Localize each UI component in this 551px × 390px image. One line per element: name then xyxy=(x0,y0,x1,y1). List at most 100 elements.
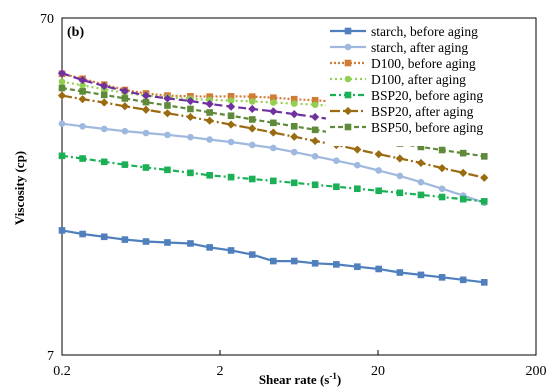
data-point xyxy=(206,136,213,143)
axis-ticks: 0.2 2 20 200 7 70 xyxy=(40,12,547,379)
data-point xyxy=(206,109,213,116)
data-point xyxy=(354,161,361,169)
data-point xyxy=(121,236,129,243)
data-point xyxy=(417,143,425,151)
series-1 xyxy=(58,227,488,286)
data-point xyxy=(480,173,489,182)
data-point xyxy=(438,193,446,201)
data-point xyxy=(375,187,382,195)
legend-swatch-marker xyxy=(344,123,352,131)
legend-swatch-marker xyxy=(344,91,352,99)
data-point xyxy=(270,177,277,185)
data-point xyxy=(120,102,129,111)
legend-swatch-marker xyxy=(344,75,352,83)
data-point xyxy=(438,185,446,193)
data-point xyxy=(290,179,298,187)
legend-swatch-marker xyxy=(343,106,353,116)
data-point xyxy=(438,274,446,281)
data-point xyxy=(58,78,66,85)
data-point xyxy=(270,94,277,102)
data-point xyxy=(333,261,340,268)
data-point xyxy=(100,91,108,99)
data-point xyxy=(354,263,361,270)
data-point xyxy=(79,88,86,95)
data-point xyxy=(270,119,277,127)
data-point xyxy=(270,144,277,152)
plot-area xyxy=(61,17,537,356)
data-point xyxy=(417,191,425,199)
data-point xyxy=(121,127,129,135)
data-point xyxy=(206,244,213,251)
data-point xyxy=(78,75,87,85)
data-point xyxy=(248,116,256,123)
data-point xyxy=(163,109,172,118)
legend-item: D100, after aging xyxy=(330,72,466,87)
data-point xyxy=(290,95,298,103)
legend-item: BSP20, before aging xyxy=(330,88,483,103)
data-point xyxy=(79,81,86,89)
data-point xyxy=(186,112,195,122)
y-tick-label: 7 xyxy=(47,349,54,364)
data-point xyxy=(100,233,108,241)
data-point xyxy=(417,178,425,186)
y-tick-label: 70 xyxy=(40,12,54,27)
data-point xyxy=(164,102,171,109)
data-point xyxy=(58,84,66,92)
data-point xyxy=(100,125,108,133)
data-point xyxy=(187,105,194,113)
data-point xyxy=(311,101,319,109)
data-point xyxy=(187,240,194,247)
x-axis-title: Shear rate (s-1) xyxy=(259,371,341,387)
data-point xyxy=(311,259,319,267)
data-point xyxy=(374,150,383,159)
data-point xyxy=(227,173,235,181)
data-point xyxy=(186,96,195,106)
data-point xyxy=(311,136,320,146)
data-point xyxy=(416,158,426,168)
data-point xyxy=(480,198,488,205)
data-point xyxy=(58,120,66,127)
data-point xyxy=(57,91,67,100)
data-point xyxy=(141,91,151,100)
data-point xyxy=(459,276,467,284)
panel-label: (b) xyxy=(67,25,84,40)
data-point xyxy=(227,138,235,146)
data-point xyxy=(290,100,298,107)
legend-item: BSP20, after aging xyxy=(330,104,474,119)
data-point xyxy=(248,175,256,183)
series-line xyxy=(61,72,485,144)
data-point xyxy=(459,149,467,157)
legend-label: starch, after aging xyxy=(371,40,468,55)
data-point xyxy=(248,141,256,149)
data-point xyxy=(120,86,129,96)
legend-box xyxy=(326,22,528,146)
data-point xyxy=(248,251,256,258)
data-point xyxy=(100,158,108,166)
data-point xyxy=(248,93,256,100)
data-point xyxy=(142,98,150,106)
data-point xyxy=(248,98,256,105)
data-point xyxy=(227,247,235,254)
data-point xyxy=(395,154,404,163)
data-point xyxy=(333,183,340,191)
data-point xyxy=(459,168,468,177)
data-point xyxy=(375,265,382,273)
legend-label: D100, before aging xyxy=(371,56,476,71)
data-point xyxy=(187,133,194,141)
legend-item: starch, after aging xyxy=(330,40,468,55)
series-2 xyxy=(58,120,488,207)
data-point xyxy=(142,164,150,171)
data-point xyxy=(248,124,257,133)
data-point xyxy=(164,166,171,174)
legend-label: starch, before aging xyxy=(371,24,478,39)
data-point xyxy=(311,126,319,134)
data-point xyxy=(164,131,171,139)
data-point xyxy=(187,169,194,177)
data-point xyxy=(141,105,151,114)
data-point xyxy=(58,227,66,234)
legend-item: BSP50, before aging xyxy=(330,120,483,135)
legend-swatch-marker xyxy=(344,43,352,51)
data-point xyxy=(205,99,214,109)
data-point xyxy=(311,96,319,104)
